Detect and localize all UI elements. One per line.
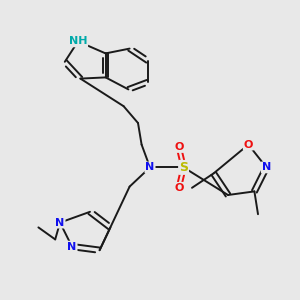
- Text: O: O: [174, 183, 184, 193]
- Text: S: S: [179, 161, 188, 174]
- Text: N: N: [146, 162, 154, 172]
- Text: N: N: [262, 162, 271, 172]
- Text: O: O: [174, 142, 184, 152]
- Text: N: N: [68, 242, 76, 252]
- Text: O: O: [244, 140, 253, 150]
- Text: NH: NH: [69, 36, 87, 46]
- Text: N: N: [56, 218, 64, 228]
